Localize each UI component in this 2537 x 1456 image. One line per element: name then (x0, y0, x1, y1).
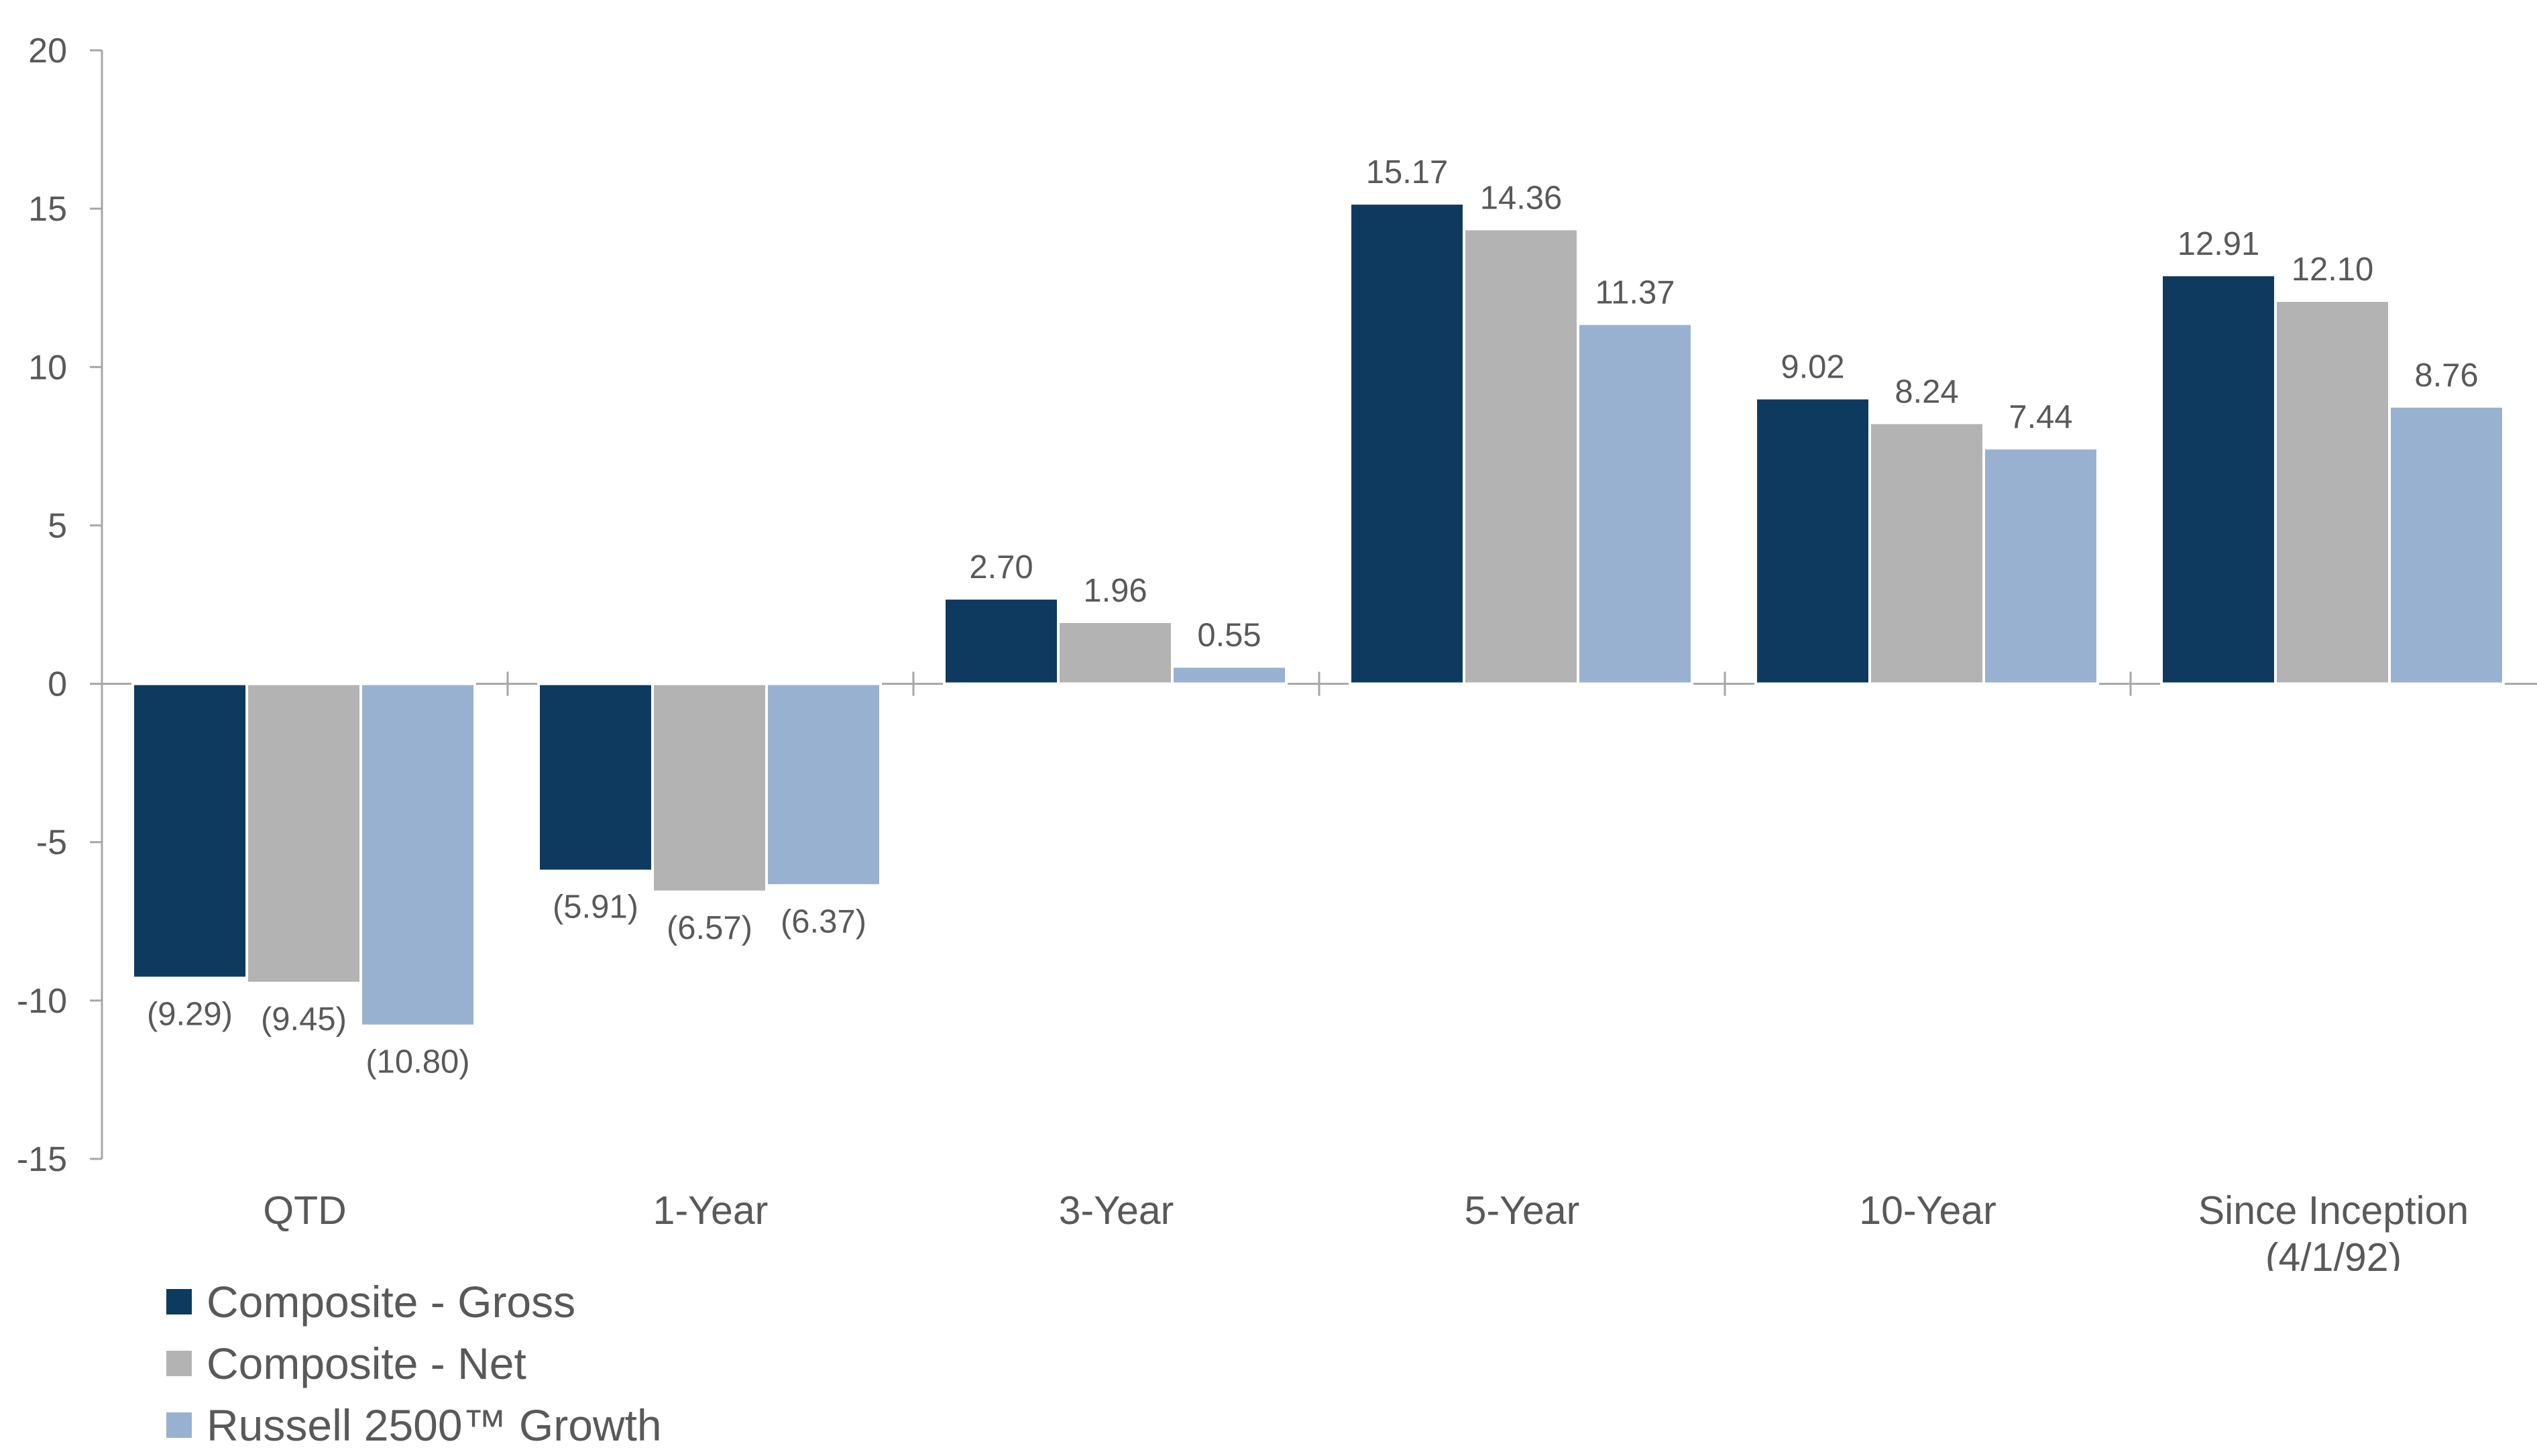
y-tick-label: 10 (28, 348, 67, 387)
data-label: 14.36 (1480, 180, 1563, 216)
legend-item: Composite - Net (166, 1333, 662, 1394)
data-label: (6.57) (667, 910, 752, 946)
bar (2388, 404, 2505, 685)
bar (2274, 299, 2391, 685)
bar (943, 597, 1060, 685)
bar (765, 682, 882, 887)
chart-axes: 20 15 10 5 0 -5 -10 -15 QTD 1-Year 3-Year 5-Year 10-… (17, 32, 2537, 1271)
legend-swatch (166, 1289, 192, 1314)
data-label: 8.24 (1895, 374, 1958, 410)
bar (359, 682, 476, 1027)
y-tick-label: 5 (48, 506, 67, 545)
data-label: 9.02 (1781, 349, 1844, 386)
data-label: 7.44 (2009, 399, 2072, 435)
data-label: 15.17 (1366, 154, 1449, 190)
data-label: 0.55 (1197, 618, 1261, 654)
category-label: 10-Year (1859, 1188, 1996, 1233)
bar (131, 682, 248, 980)
category-label: QTD (263, 1188, 347, 1233)
legend-label: Composite - Net (207, 1339, 526, 1388)
legend-label: Composite - Gross (207, 1277, 576, 1327)
category-label: 3-Year (1059, 1188, 1174, 1233)
y-tick-label: -10 (17, 982, 67, 1021)
chart-data-labels: (9.29) (5.91) 2.70 15.17 9.02 12.91 (9.45) (6.5… (147, 154, 2479, 1080)
bar (1349, 202, 1465, 685)
chart-bars (131, 202, 2505, 1027)
data-label: 8.76 (2414, 357, 2478, 394)
data-label: (9.45) (261, 1001, 347, 1038)
data-label: (6.37) (781, 903, 866, 940)
bar-chart: 20 15 10 5 0 -5 -10 -15 QTD 1-Year 3-Year 5-Year 10-… (17, 32, 2537, 1271)
data-label: 12.91 (2178, 226, 2260, 262)
bar (1057, 620, 1174, 685)
legend-swatch (166, 1412, 192, 1438)
legend-label: Russell 2500™ Growth (207, 1400, 662, 1450)
bar (2160, 273, 2277, 685)
legend-item: Russell 2500™ Growth (166, 1394, 662, 1456)
legend-swatch (166, 1351, 192, 1376)
bar (651, 682, 768, 893)
chart-legend: Composite - Gross Composite - Net Russell … (166, 1271, 662, 1456)
bar (1171, 665, 1288, 685)
data-label: (10.80) (365, 1044, 469, 1080)
data-label: (9.29) (147, 996, 233, 1032)
data-label: (5.91) (553, 889, 638, 926)
data-label: 11.37 (1595, 275, 1675, 311)
category-label: 5-Year (1465, 1188, 1580, 1233)
data-label: 2.70 (969, 549, 1033, 585)
y-tick-label: -15 (17, 1140, 67, 1179)
y-tick-label: 0 (48, 665, 67, 704)
legend-item: Composite - Gross (166, 1271, 662, 1333)
y-tick-label: -5 (36, 824, 67, 862)
data-label: 12.10 (2292, 251, 2374, 288)
bar (537, 682, 654, 873)
y-tick-label: 15 (28, 190, 67, 229)
bar (1577, 322, 1693, 685)
bar (245, 682, 362, 985)
y-tick-label: 20 (28, 32, 67, 70)
category-label: 1-Year (653, 1188, 769, 1233)
bar (1868, 421, 1985, 685)
bar (1463, 227, 1579, 685)
data-label: 1.96 (1083, 573, 1147, 609)
bar (1982, 447, 2099, 685)
bar (1754, 396, 1871, 685)
category-label: Since Inception (4/1/92) (2198, 1188, 2469, 1271)
